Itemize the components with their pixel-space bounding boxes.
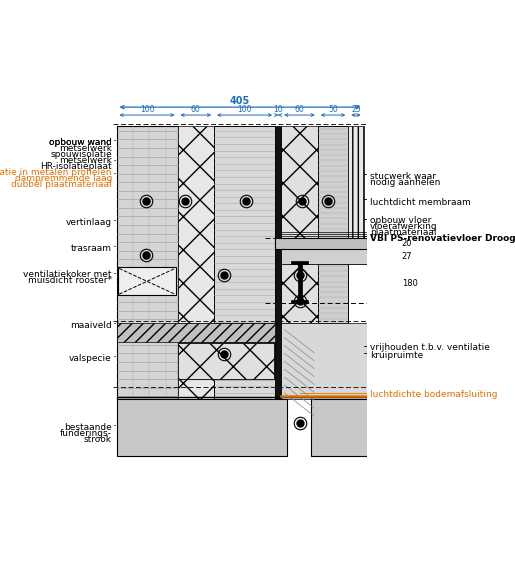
Bar xyxy=(298,264,302,300)
Text: metselwerk: metselwerk xyxy=(59,144,112,153)
Bar xyxy=(214,342,275,399)
Bar xyxy=(178,343,274,379)
Bar xyxy=(118,267,176,295)
Text: valspecie: valspecie xyxy=(69,354,112,363)
Bar xyxy=(275,126,281,323)
Text: 50: 50 xyxy=(328,106,338,114)
Text: dampremmende laag: dampremmende laag xyxy=(14,173,112,183)
Text: funderings-: funderings- xyxy=(60,429,112,438)
Text: 180: 180 xyxy=(402,279,418,288)
Bar xyxy=(281,126,318,323)
Bar xyxy=(348,126,364,238)
Bar xyxy=(281,249,367,264)
Bar xyxy=(275,238,367,249)
Text: ventilatiekoker met: ventilatiekoker met xyxy=(24,270,112,280)
Bar xyxy=(291,300,308,303)
Text: nodig aanhelen: nodig aanhelen xyxy=(370,177,440,187)
Text: isolatie in metalen profielen: isolatie in metalen profielen xyxy=(0,168,112,177)
Text: bestaande: bestaande xyxy=(64,423,112,432)
Text: vloerafwerking: vloerafwerking xyxy=(370,222,438,231)
Text: dubbel plaatmateriaal: dubbel plaatmateriaal xyxy=(11,180,112,189)
Text: 60: 60 xyxy=(295,106,304,114)
Bar xyxy=(178,343,274,379)
Bar xyxy=(311,399,380,456)
Text: opbouw wand: opbouw wand xyxy=(49,138,112,147)
Polygon shape xyxy=(281,323,380,399)
Text: vrijhouden t.b.v. ventilatie: vrijhouden t.b.v. ventilatie xyxy=(370,343,490,352)
Bar xyxy=(291,260,308,264)
Text: strook: strook xyxy=(84,435,112,444)
Bar xyxy=(116,399,287,456)
Text: spouwisolatie: spouwisolatie xyxy=(50,150,112,159)
Bar xyxy=(275,323,281,399)
Text: VBI PS-renovatievloer Droog: VBI PS-renovatievloer Droog xyxy=(370,234,515,242)
Text: 100: 100 xyxy=(237,106,252,114)
Text: HR-isolatieplaat: HR-isolatieplaat xyxy=(40,162,112,171)
Text: stucwerk waar: stucwerk waar xyxy=(370,172,436,181)
Text: 100: 100 xyxy=(140,106,154,114)
Text: 25: 25 xyxy=(351,106,360,114)
Bar xyxy=(178,342,214,399)
Bar xyxy=(178,126,214,323)
Text: vertinlaag: vertinlaag xyxy=(66,218,112,227)
Bar xyxy=(116,126,178,399)
Text: plaatmateriaal: plaatmateriaal xyxy=(370,228,437,237)
Bar xyxy=(214,126,275,323)
Text: muisdicht rooster*: muisdicht rooster* xyxy=(28,277,112,285)
Bar xyxy=(116,323,275,342)
Text: 405: 405 xyxy=(230,96,250,107)
Text: 20: 20 xyxy=(402,239,412,248)
Text: luchtdichte bodemafsluiting: luchtdichte bodemafsluiting xyxy=(370,390,497,399)
Text: luchtdicht membraam: luchtdicht membraam xyxy=(370,198,471,207)
Text: trasraam: trasraam xyxy=(71,244,112,253)
Text: opbouw vloer: opbouw vloer xyxy=(370,216,432,225)
Text: 27: 27 xyxy=(402,252,413,261)
Text: 10: 10 xyxy=(273,106,283,114)
Text: maaiveld: maaiveld xyxy=(70,321,112,330)
Text: 60: 60 xyxy=(191,106,201,114)
Text: kruipruimte: kruipruimte xyxy=(370,351,423,360)
Bar xyxy=(318,126,348,323)
Text: metselwerk: metselwerk xyxy=(59,156,112,165)
Text: opbouw wand: opbouw wand xyxy=(49,138,112,147)
